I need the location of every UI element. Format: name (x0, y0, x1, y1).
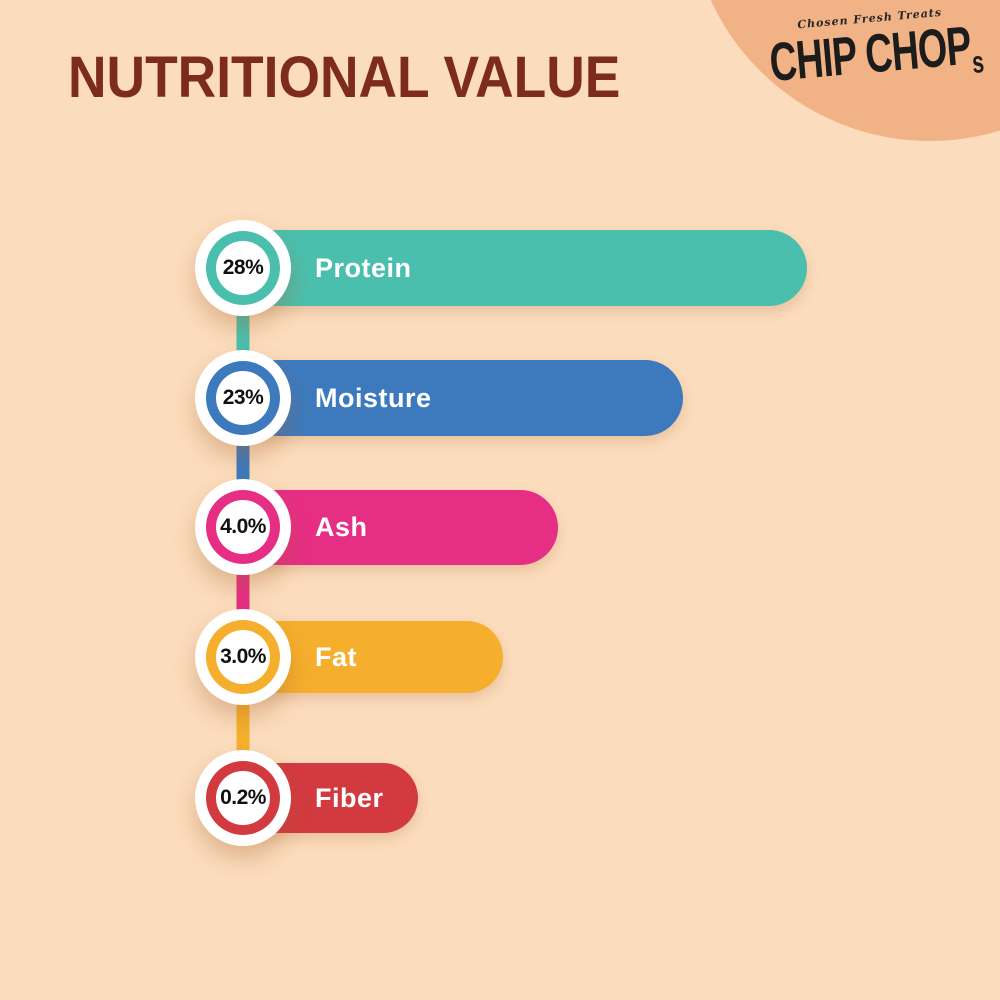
percent-badge-inner-moisture: 23% (216, 371, 270, 425)
percent-value-fiber: 0.2% (220, 786, 266, 809)
percent-badge-ash: 4.0% (195, 479, 291, 575)
percent-badge-fat: 3.0% (195, 609, 291, 705)
percent-badge-inner-protein: 28% (216, 241, 270, 295)
percent-badge-fiber: 0.2% (195, 750, 291, 846)
percent-badge-moisture: 23% (195, 350, 291, 446)
bar-label-protein: Protein (315, 252, 412, 283)
percent-value-moisture: 23% (222, 386, 264, 409)
percent-badge-protein: 28% (195, 220, 291, 316)
percent-badge-inner-ash: 4.0% (216, 500, 270, 554)
percent-badge-ring-fat: 3.0% (206, 620, 280, 694)
percent-badge-ring-ash: 4.0% (206, 490, 280, 564)
brand-wordmark-suffix: s (970, 43, 985, 80)
percent-badge-ring-fiber: 0.2% (206, 761, 280, 835)
bar-moisture: Moisture (240, 360, 683, 436)
bar-label-fat: Fat (315, 641, 357, 672)
bar-label-fiber: Fiber (315, 782, 384, 813)
percent-value-ash: 4.0% (220, 515, 266, 538)
bar-label-ash: Ash (315, 511, 368, 542)
percent-value-fat: 3.0% (220, 645, 266, 668)
percent-value-protein: 28% (222, 256, 264, 279)
page-title: NUTRITIONAL VALUE (68, 45, 621, 110)
percent-badge-ring-moisture: 23% (206, 361, 280, 435)
bar-ash: Ash (240, 489, 558, 565)
percent-badge-ring-protein: 28% (206, 231, 280, 305)
bar-protein: Protein (240, 230, 807, 306)
percent-badge-inner-fiber: 0.2% (216, 771, 270, 825)
percent-badge-inner-fat: 3.0% (216, 630, 270, 684)
bar-label-moisture: Moisture (315, 382, 432, 413)
